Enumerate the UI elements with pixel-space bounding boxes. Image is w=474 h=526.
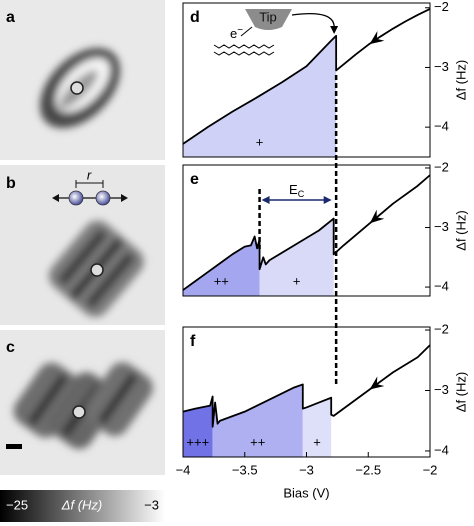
colorbar: Δf (Hz) −25 −3	[0, 490, 165, 522]
region-label: ++	[214, 273, 229, 288]
charge-region	[183, 396, 213, 457]
y-tick-label: −3	[434, 219, 449, 234]
x-tick-label: −3	[299, 462, 314, 477]
ec-subscript: C	[298, 189, 305, 199]
y-axis-label: Δf (Hz)	[453, 60, 468, 100]
region-label: +++	[186, 434, 209, 449]
y-tick-label: −2	[434, 321, 449, 336]
molecule	[213, 44, 275, 49]
plot-frame	[182, 2, 431, 158]
data-line	[182, 344, 431, 428]
electron-symbol: e	[230, 26, 237, 41]
tip-shape	[245, 9, 292, 30]
panel-label: d	[190, 9, 200, 26]
charge-region	[183, 236, 260, 296]
region-label: ++	[250, 434, 265, 449]
tip-label: Tip	[259, 9, 277, 24]
data-line	[182, 8, 431, 145]
x-tick-label: −3.5	[232, 462, 258, 477]
region-label: +	[256, 134, 264, 149]
electron-label: e−	[230, 25, 243, 42]
y-axis-label: Δf (Hz)	[453, 372, 468, 412]
x-axis-label: Bias (V)	[283, 485, 329, 500]
colorbar-tick-label: −25	[6, 497, 28, 512]
region-label: +	[293, 273, 301, 288]
y-axis-label: Δf (Hz)	[453, 210, 468, 250]
y-tick-label: −4	[434, 279, 449, 294]
electron-charge: −	[237, 25, 243, 36]
molecule	[213, 51, 275, 56]
tip-arrowhead	[330, 26, 339, 34]
x-tick-label: −4	[176, 462, 191, 477]
charge-region	[302, 397, 332, 457]
charge-region	[212, 384, 303, 457]
panel-label: f	[190, 333, 196, 350]
ec-arrowheads	[261, 196, 332, 204]
panel-label: e	[190, 171, 199, 188]
plot-frame	[182, 164, 431, 297]
tip-arrow	[291, 12, 335, 30]
data-line	[182, 174, 431, 291]
distance-label: r	[87, 167, 92, 182]
direction-arrow	[369, 376, 385, 390]
x-tick-label: −2	[423, 462, 438, 477]
x-tick-label: −2.5	[355, 462, 381, 477]
charge-region	[259, 218, 334, 296]
image-panel-a: a	[0, 0, 165, 160]
y-tick-label: −3	[434, 59, 449, 74]
y-tick-label: −4	[434, 442, 449, 457]
y-tick-label: −3	[434, 382, 449, 397]
panel-label: b	[6, 175, 16, 192]
ec-symbol: E	[289, 182, 298, 197]
panel-label: a	[6, 9, 15, 26]
y-tick-label: −4	[434, 119, 449, 134]
ec-label: EC	[289, 182, 305, 199]
colorbar-label: Δf (Hz)	[61, 497, 103, 512]
panel-label: c	[6, 339, 15, 356]
electron-arrow	[240, 26, 253, 37]
direction-arrow	[369, 31, 385, 45]
region-label: +	[313, 434, 321, 449]
y-tick-label: −2	[434, 0, 449, 14]
direction-arrow	[369, 209, 385, 224]
image-panel-c: c	[0, 330, 165, 475]
colorbar-tick-label: −3	[144, 497, 159, 512]
y-tick-label: −2	[434, 159, 449, 174]
image-panel-b: r b	[0, 165, 165, 325]
